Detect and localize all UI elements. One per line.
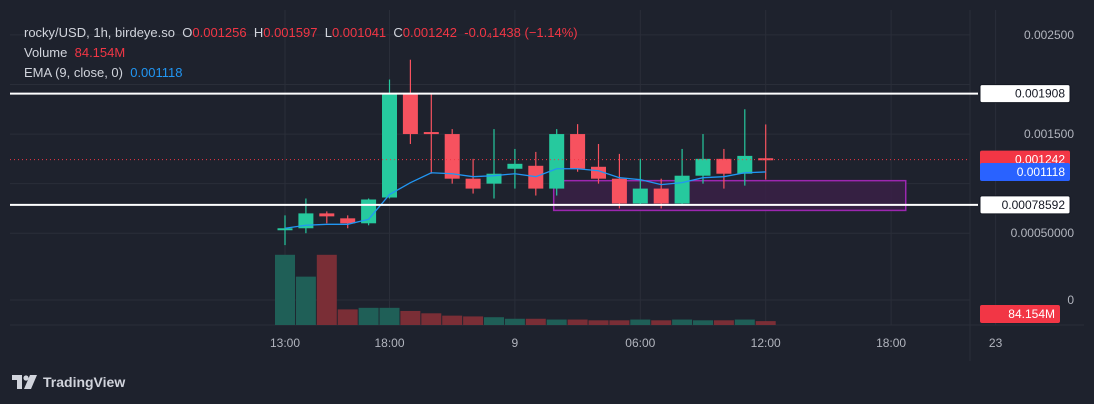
legend-volume-label: Volume [24, 45, 68, 60]
candle-body[interactable] [611, 178, 627, 204]
legend-volume-row: Volume 84.154M [24, 45, 125, 61]
legend-low-label: L [324, 25, 332, 40]
volume-bar [609, 320, 630, 325]
candle-body[interactable] [632, 188, 648, 204]
candle-body[interactable] [423, 132, 439, 135]
chart-frame[interactable]: 0.002500 0.001500 0.00050000 0 13:00 18:00 9 06… [10, 10, 1084, 361]
volume-bar [588, 320, 609, 325]
volume-bar [316, 254, 337, 325]
x-axis-tick-label: 06:00 [625, 336, 655, 350]
candle-body[interactable] [402, 94, 418, 135]
volume-bar [504, 318, 525, 325]
chart-canvas[interactable]: 0.002500 0.001500 0.00050000 0 13:00 18:00 9 06… [10, 10, 1084, 361]
x-axis-tick-label: 13:00 [270, 336, 300, 350]
level-price-tag-bg [979, 195, 1071, 215]
volume-bar [400, 310, 421, 325]
candle-body[interactable] [340, 218, 356, 224]
tradingview-logo[interactable]: TradingView [12, 372, 125, 392]
ema-line [284, 168, 766, 229]
y-axis-tick-label: 0 [1067, 293, 1074, 307]
level-price-tag-bg [979, 84, 1071, 104]
level-price-tag: 0.00078592 [1002, 198, 1066, 212]
legend-symbol: rocky/USD, 1h, birdeye.so [24, 25, 176, 40]
legend-open-label: O [182, 25, 193, 40]
volume-bar [484, 317, 504, 325]
tradingview-icon [12, 375, 37, 389]
candle-body[interactable] [507, 163, 523, 169]
volume-bar [651, 320, 672, 325]
legend-high-label: H [253, 25, 264, 40]
legend-open-value: 0.001256 [192, 25, 247, 40]
candle-body[interactable] [758, 158, 774, 161]
price-zone-box[interactable] [552, 179, 907, 212]
ema-price-tag: 0.001118 [1017, 165, 1066, 179]
x-axis-tick-label: 12:00 [751, 336, 781, 350]
volume-bar [442, 315, 463, 325]
y-axis-tick-label: 0.00050000 [1011, 226, 1075, 240]
tradingview-brand-name: TradingView [43, 374, 126, 390]
candle-body[interactable] [486, 173, 502, 184]
volume-bar [693, 320, 713, 325]
candle-body[interactable] [737, 155, 753, 174]
candle-body[interactable] [444, 134, 460, 179]
x-axis-tick-label: 9 [512, 336, 519, 350]
candle-body[interactable] [319, 213, 335, 217]
legend-low-value: 0.001041 [331, 25, 387, 40]
candle-body[interactable] [674, 175, 690, 204]
volume-bar [755, 321, 776, 325]
y-axis-tick-label: 0.001500 [1024, 127, 1074, 141]
legend-close-value: 0.001242 [402, 25, 458, 40]
legend-ema-row: EMA (9, close, 0) 0.001118 [24, 65, 183, 81]
volume-bar [567, 319, 588, 325]
volume-bar [337, 309, 358, 325]
candle-body[interactable] [716, 158, 732, 174]
volume-bar [546, 319, 567, 325]
volume-bar [630, 319, 651, 325]
volume-bar [295, 276, 316, 325]
volume-bar [421, 313, 442, 325]
volume-bar [275, 254, 295, 325]
candle-body[interactable] [382, 94, 397, 198]
legend-volume-value: 84.154M [74, 45, 126, 60]
legend-high-value: 0.001597 [263, 25, 318, 40]
candle-body[interactable] [695, 158, 711, 176]
x-axis-tick-label: 18:00 [876, 336, 906, 350]
x-axis-tick-label: 18:00 [374, 336, 404, 350]
volume-bar [734, 319, 755, 325]
legend-ohlc-row: rocky/USD, 1h, birdeye.so O0.001256 H0.0… [24, 25, 578, 41]
y-axis-tick-label: 0.002500 [1024, 28, 1074, 42]
candle-body[interactable] [591, 166, 606, 179]
x-axis-tick-label: 23 [989, 336, 1003, 350]
volume-bar [672, 319, 693, 325]
volume-bar [525, 318, 546, 325]
candle-body[interactable] [277, 228, 293, 231]
legend-ema-value: 0.001118 [130, 65, 183, 80]
volume-bar [463, 316, 484, 325]
legend-change-value: -0.0₄1438 (−1.14%) [464, 25, 578, 40]
candle-body[interactable] [549, 134, 565, 189]
volume-bar [379, 307, 400, 325]
ema-price-tag-bg [980, 162, 1070, 181]
volume-tag: 84.154M [1008, 307, 1055, 321]
volume-bar [713, 320, 734, 325]
legend-close-label: C [393, 25, 403, 40]
legend-ema-label: EMA (9, close, 0) [24, 65, 123, 80]
candle-body[interactable] [465, 178, 481, 189]
candle-body[interactable] [653, 188, 669, 204]
volume-bar [358, 307, 379, 325]
level-price-tag: 0.001908 [1015, 87, 1065, 101]
volume-tag-bg [980, 305, 1060, 323]
candle-body[interactable] [570, 134, 586, 169]
